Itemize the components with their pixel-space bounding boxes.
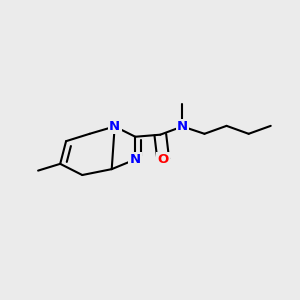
Text: N: N [130, 153, 141, 166]
Text: N: N [109, 120, 120, 133]
Text: O: O [158, 153, 169, 166]
Text: N: N [177, 120, 188, 133]
